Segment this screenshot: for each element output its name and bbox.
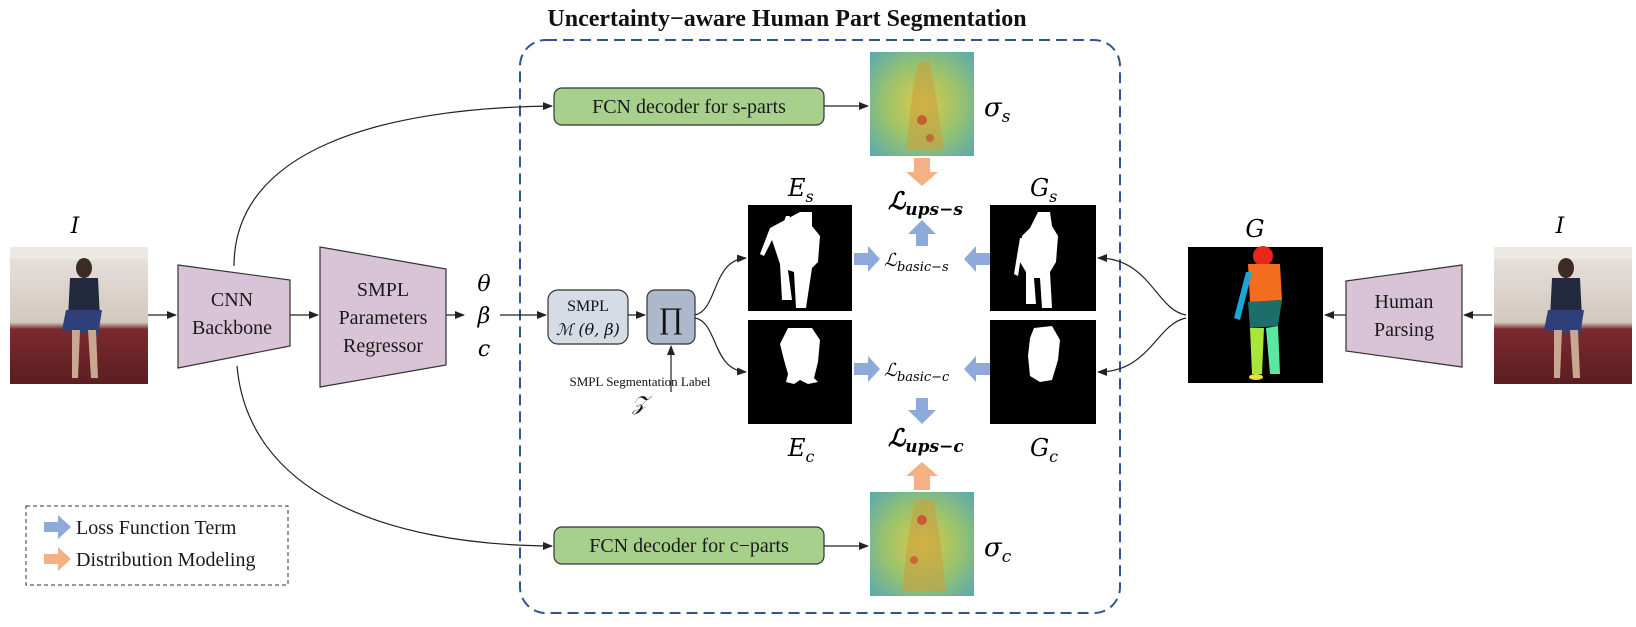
sigma-s: σs: [984, 93, 1011, 127]
seg-label-symbol: 𝒵: [631, 391, 652, 415]
input-image-left: [10, 247, 148, 384]
legend-dist-label: Distribution Modeling: [76, 549, 255, 571]
param-beta: β: [477, 304, 491, 329]
human-parsing-block: [1345, 264, 1463, 368]
uncertainty-map-c: [870, 492, 974, 596]
smpl-regressor-block: [319, 246, 447, 388]
orange-arrow-sigma-s-to-ups-s: [906, 158, 938, 186]
ground-truth-image-gc: [990, 320, 1096, 424]
loss-ups-s: ℒups−s: [888, 186, 963, 220]
blue-arrow-gs-to-basic-s: [964, 246, 990, 272]
backbone-label-line2: Backbone: [192, 317, 272, 339]
uncertainty-module-border: [519, 39, 1121, 614]
label-gc: Gc: [1030, 434, 1058, 466]
smpl-box-line1: SMPL: [567, 298, 609, 315]
arrow-parsing-to-gs: [1097, 254, 1187, 316]
backbone-label-line1: CNN: [211, 289, 253, 311]
arrow-backbone-to-c-decoder: [236, 365, 553, 550]
legend-orange-arrow: [44, 547, 71, 571]
input-symbol-right: I: [1555, 214, 1566, 239]
arrow-backbone-to-s-decoder: [233, 102, 553, 267]
diagram-title: Uncertainty−aware Human Part Segmentatio…: [547, 6, 1026, 32]
input-symbol-left: I: [70, 214, 81, 239]
uncertainty-map-s: [870, 52, 974, 156]
blue-arrow-ec-to-basic-c: [854, 356, 880, 382]
orange-arrow-sigma-c-to-ups-c: [906, 462, 938, 490]
seg-label-text: SMPL Segmentation Label: [569, 374, 710, 389]
smpl-box-line2: ℳ (θ, β): [556, 320, 620, 339]
blue-arrow-es-to-basic-s: [854, 246, 880, 272]
regressor-label-line2: Parameters: [339, 307, 428, 329]
parsing-label-line1: Human: [1375, 291, 1434, 313]
regressor-label-line1: SMPL: [357, 279, 409, 301]
loss-basic-c: ℒbasic−c: [884, 360, 950, 385]
smpl-model-block: [547, 289, 629, 345]
legend-loss-label: Loss Function Term: [76, 517, 237, 539]
legend-blue-arrow: [44, 515, 71, 539]
decoder-s-label: FCN decoder for s-parts: [592, 96, 786, 118]
arrow-projection-to-es: [694, 254, 747, 316]
label-es: Es: [787, 174, 814, 206]
legend-box: [25, 505, 289, 586]
arrow-projection-to-ec: [694, 317, 747, 376]
parsing-result-image: [1188, 246, 1323, 383]
projection-symbol: ∏: [659, 302, 684, 335]
loss-ups-c: ℒups−c: [888, 423, 964, 457]
projection-block: [646, 289, 696, 345]
sigma-c: σc: [984, 533, 1012, 567]
cnn-backbone-block: [177, 264, 291, 369]
label-ec: Ec: [787, 434, 815, 466]
estimate-image-ec: [748, 320, 852, 424]
decoder-c-label: FCN decoder for c−parts: [589, 535, 789, 557]
estimate-image-es: [748, 205, 852, 311]
blue-arrow-basic-c-to-ups-c: [908, 398, 936, 424]
arrow-parsing-to-gc: [1097, 317, 1187, 376]
param-theta: θ: [477, 272, 490, 297]
regressor-label-line3: Regressor: [343, 335, 423, 357]
label-gs: Gs: [1030, 174, 1057, 206]
ground-truth-image-gs: [990, 205, 1096, 311]
input-image-right: [1494, 247, 1632, 384]
param-c: c: [478, 337, 490, 362]
blue-arrow-gc-to-basic-c: [964, 356, 990, 382]
parsing-label-line2: Parsing: [1374, 319, 1434, 341]
parsing-symbol: G: [1245, 215, 1264, 243]
blue-arrow-basic-s-to-ups-s: [908, 220, 936, 246]
loss-basic-s: ℒbasic−s: [884, 250, 949, 275]
